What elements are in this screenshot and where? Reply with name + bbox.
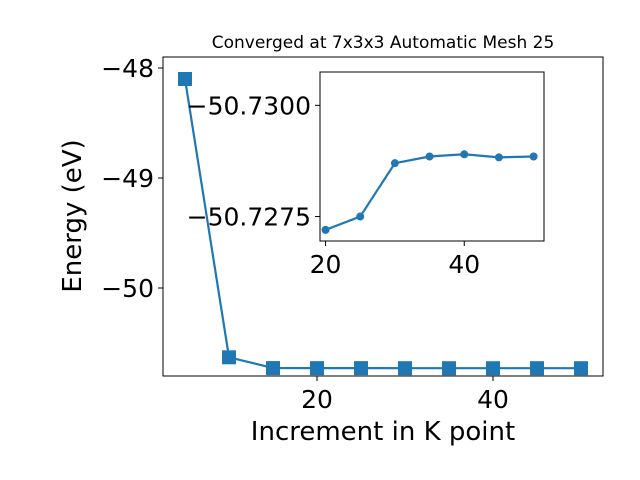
main-plot-frame	[162, 56, 604, 377]
main-data-point	[178, 72, 192, 86]
main-series-line	[183, 78, 581, 370]
inset-data-point	[356, 212, 365, 221]
main-data-point	[442, 361, 456, 376]
main-data-point	[266, 361, 280, 376]
main-x-tick-label: 40	[477, 385, 509, 414]
main-data-point	[398, 361, 412, 376]
inset-y-tick-label: −50.7275	[187, 203, 311, 232]
inset-x-tick-label: 20	[310, 250, 342, 279]
inset-data-point	[529, 152, 538, 161]
inset-data-point	[494, 153, 503, 162]
main-data-point	[574, 361, 588, 376]
inset-ticks: 20 40 −50.7300 −50.7275	[187, 91, 480, 279]
inset-data-point	[321, 225, 330, 234]
main-y-tick-label: −50	[101, 274, 154, 303]
inset-plot-frame	[319, 71, 545, 242]
main-x-tick-label: 20	[301, 385, 333, 414]
inset-data-point	[425, 152, 434, 161]
main-data-point	[354, 361, 368, 376]
main-y-tick-label: −49	[101, 164, 154, 193]
main-y-tick-label: −48	[101, 54, 154, 83]
inset-data-point	[390, 159, 399, 168]
main-data-point	[486, 361, 500, 376]
inset-x-tick-label: 40	[448, 250, 480, 279]
inset-series	[321, 150, 538, 234]
x-axis-label: Increment in K point	[251, 417, 515, 447]
main-series	[178, 72, 588, 376]
y-axis-label: Energy (eV)	[58, 139, 88, 292]
inset-data-point	[460, 150, 469, 159]
inset-y-tick-label: −50.7300	[187, 91, 311, 120]
main-data-point	[530, 361, 544, 376]
chart-title: Converged at 7x3x3 Automatic Mesh 25	[212, 33, 555, 53]
main-data-point	[222, 350, 236, 365]
main-ticks: 20 40 −48 −49 −50	[101, 54, 509, 414]
main-data-point	[310, 361, 324, 376]
